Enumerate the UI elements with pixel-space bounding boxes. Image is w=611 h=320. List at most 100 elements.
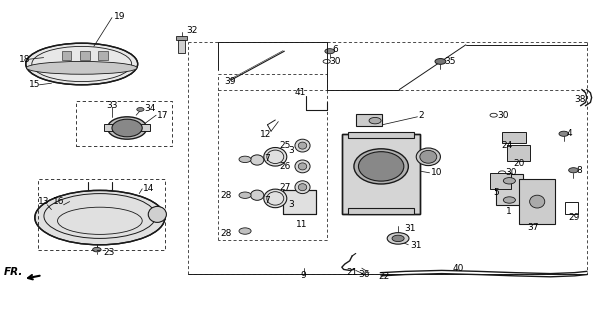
Text: 2: 2 bbox=[419, 111, 424, 120]
Ellipse shape bbox=[295, 181, 310, 194]
Text: 7: 7 bbox=[265, 196, 270, 205]
Ellipse shape bbox=[295, 139, 310, 152]
Text: 9: 9 bbox=[301, 271, 307, 280]
Text: 41: 41 bbox=[295, 88, 306, 97]
Bar bbox=[342, 134, 420, 214]
Bar bbox=[178, 40, 185, 53]
Text: 22: 22 bbox=[378, 272, 389, 281]
Ellipse shape bbox=[251, 155, 264, 165]
Circle shape bbox=[239, 156, 251, 163]
Bar bbox=[565, 202, 579, 214]
Bar bbox=[62, 51, 71, 60]
Ellipse shape bbox=[416, 148, 441, 166]
Bar bbox=[282, 190, 316, 214]
Bar bbox=[104, 124, 150, 131]
Ellipse shape bbox=[298, 184, 307, 191]
Text: 16: 16 bbox=[53, 197, 65, 206]
Text: 24: 24 bbox=[501, 141, 512, 150]
Text: 21: 21 bbox=[346, 268, 357, 277]
Bar bbox=[76, 101, 172, 146]
Text: 15: 15 bbox=[29, 80, 40, 89]
Text: 37: 37 bbox=[527, 223, 539, 232]
Text: 34: 34 bbox=[144, 104, 155, 113]
Text: 31: 31 bbox=[410, 241, 422, 250]
Text: 30: 30 bbox=[506, 168, 518, 177]
Circle shape bbox=[137, 108, 144, 111]
Text: 6: 6 bbox=[333, 45, 338, 54]
Text: 31: 31 bbox=[404, 224, 415, 233]
Text: 18: 18 bbox=[20, 55, 31, 64]
Ellipse shape bbox=[251, 190, 264, 200]
Bar bbox=[282, 190, 316, 214]
Bar bbox=[342, 134, 420, 214]
Text: 36: 36 bbox=[358, 270, 370, 279]
Text: 1: 1 bbox=[506, 207, 511, 216]
Text: 38: 38 bbox=[575, 95, 586, 104]
Circle shape bbox=[503, 197, 516, 203]
Text: 13: 13 bbox=[37, 197, 49, 206]
Text: 11: 11 bbox=[296, 220, 307, 229]
Ellipse shape bbox=[359, 152, 404, 181]
Bar bbox=[98, 51, 108, 60]
Bar bbox=[356, 114, 382, 126]
Text: 26: 26 bbox=[279, 162, 291, 171]
Text: 25: 25 bbox=[279, 141, 291, 150]
Ellipse shape bbox=[298, 142, 307, 149]
Ellipse shape bbox=[26, 61, 137, 74]
Circle shape bbox=[325, 49, 335, 54]
Text: 12: 12 bbox=[260, 130, 271, 139]
Bar bbox=[496, 174, 523, 205]
Text: 28: 28 bbox=[221, 191, 232, 200]
Text: 3: 3 bbox=[288, 200, 295, 209]
Ellipse shape bbox=[354, 149, 408, 184]
Ellipse shape bbox=[26, 43, 137, 85]
Ellipse shape bbox=[420, 150, 437, 163]
Text: 30: 30 bbox=[497, 111, 509, 120]
Bar bbox=[507, 145, 530, 161]
Circle shape bbox=[559, 131, 569, 136]
Ellipse shape bbox=[264, 189, 287, 208]
Text: 17: 17 bbox=[158, 111, 169, 120]
Ellipse shape bbox=[148, 206, 166, 222]
Text: 28: 28 bbox=[221, 229, 232, 238]
Text: 3: 3 bbox=[288, 146, 295, 155]
Bar bbox=[348, 208, 414, 214]
Ellipse shape bbox=[530, 195, 545, 208]
Circle shape bbox=[392, 235, 404, 242]
Bar bbox=[502, 132, 526, 143]
Ellipse shape bbox=[264, 148, 287, 166]
Text: 39: 39 bbox=[224, 77, 235, 86]
Text: 19: 19 bbox=[114, 12, 125, 21]
Ellipse shape bbox=[298, 163, 307, 170]
Bar bbox=[348, 132, 414, 138]
Circle shape bbox=[503, 178, 516, 184]
Circle shape bbox=[93, 247, 101, 252]
Text: 23: 23 bbox=[103, 248, 114, 257]
Text: 4: 4 bbox=[567, 129, 573, 138]
Circle shape bbox=[387, 233, 409, 244]
Text: 10: 10 bbox=[431, 168, 442, 177]
Bar bbox=[176, 36, 187, 40]
Circle shape bbox=[239, 192, 251, 198]
Bar bbox=[37, 179, 164, 250]
Circle shape bbox=[239, 228, 251, 234]
Circle shape bbox=[569, 168, 579, 173]
Text: 30: 30 bbox=[330, 57, 341, 66]
Text: FR.: FR. bbox=[4, 268, 23, 277]
Text: 7: 7 bbox=[265, 154, 270, 163]
Ellipse shape bbox=[108, 117, 147, 139]
Text: 14: 14 bbox=[144, 184, 155, 193]
Text: 5: 5 bbox=[494, 188, 499, 197]
Bar bbox=[519, 179, 555, 224]
Text: 32: 32 bbox=[186, 26, 198, 35]
Bar bbox=[80, 51, 90, 60]
Ellipse shape bbox=[35, 190, 165, 245]
Text: 29: 29 bbox=[569, 213, 580, 222]
Ellipse shape bbox=[295, 160, 310, 173]
Text: 35: 35 bbox=[445, 57, 456, 66]
Ellipse shape bbox=[112, 119, 142, 137]
Circle shape bbox=[369, 117, 381, 124]
Circle shape bbox=[435, 59, 446, 64]
Bar bbox=[490, 173, 511, 189]
Text: 8: 8 bbox=[576, 166, 582, 175]
